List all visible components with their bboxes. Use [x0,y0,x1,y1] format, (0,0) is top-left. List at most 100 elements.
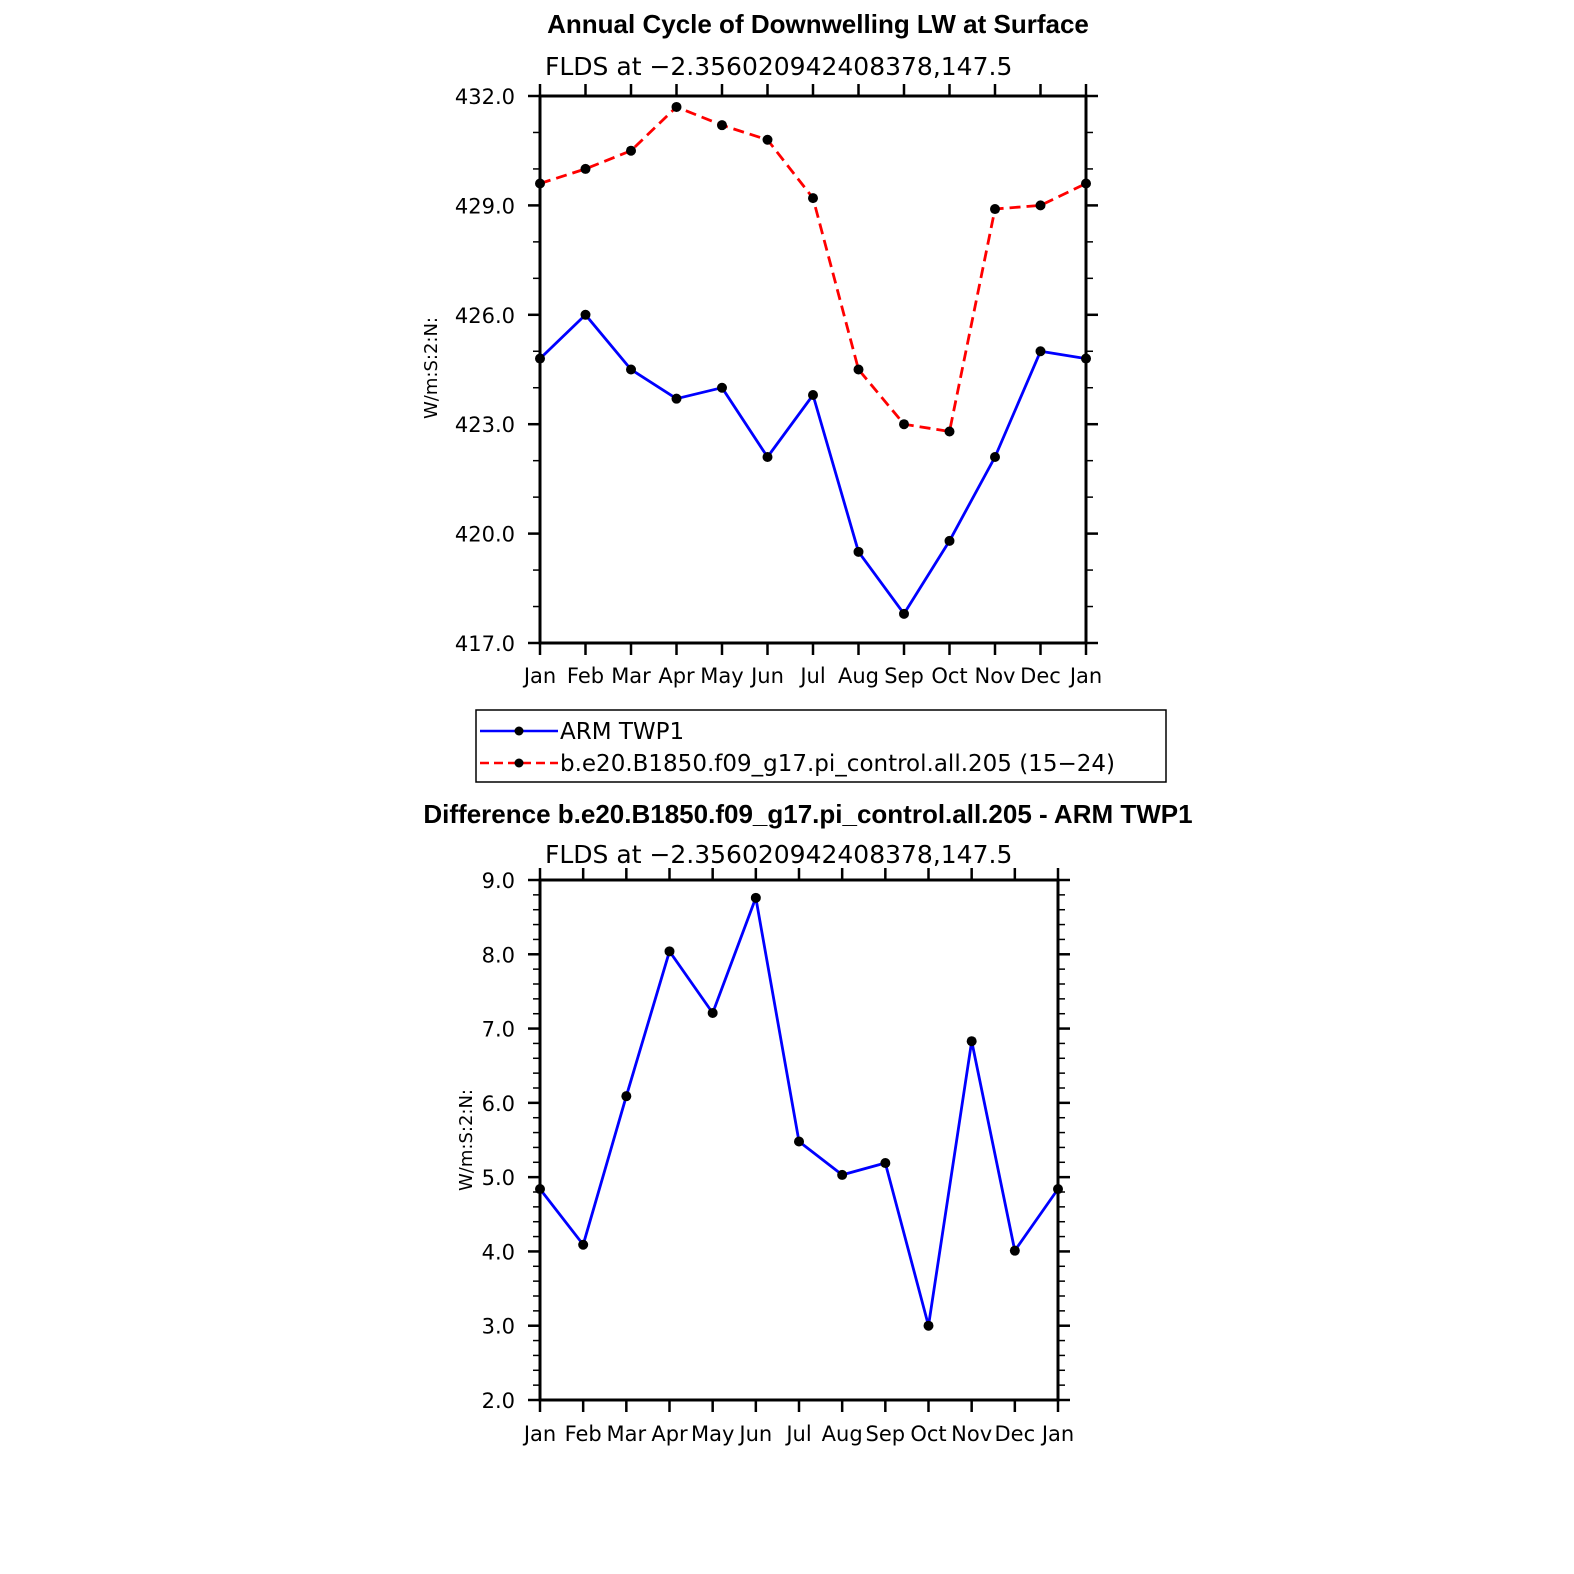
data-point [923,1320,934,1331]
annual-cycle-panel: Annual Cycle of Downwelling LW at Surfac… [421,9,1102,688]
data-point [1081,353,1091,364]
data-point [808,390,818,401]
x-tick-label: May [700,664,743,688]
data-point [1035,200,1046,211]
data-point [664,946,675,957]
data-point [990,204,1000,215]
y-tick-label: 426.0 [455,304,515,328]
data-point [580,309,591,320]
chart-subtitle: FLDS at −2.356020942408378,147.5 [545,52,1012,81]
y-tick-label: 2.0 [482,1389,515,1413]
data-point [717,120,727,131]
x-tick-label: Sep [884,664,924,688]
chart-title: Annual Cycle of Downwelling LW at Surfac… [547,9,1089,39]
x-tick-label: Mar [607,1422,647,1446]
legend-label-model: b.e20.B1850.f09_g17.pi_control.all.205 (… [560,751,1115,777]
x-tick-label: Jan [522,664,556,688]
x-tick-label: Sep [866,1422,906,1446]
data-point [966,1036,977,1047]
data-point [853,546,864,557]
x-tick-label: Jun [749,664,784,688]
series-line-1 [539,105,1087,433]
data-point [808,193,818,204]
data-point [535,1184,545,1195]
axes: Jan Feb Mar Apr May Jun Jul Aug Sep Oct Nov Dec Jan2… [482,868,1074,1446]
data-point [535,178,545,189]
data-point [853,364,864,375]
axes: Jan Feb Mar Apr May Jun Jul Aug Sep Oct Nov Dec Jan 4… [455,84,1102,688]
data-point [580,163,591,174]
y-axis-label: W/m:S:2:N: [456,1089,477,1191]
y-tick-label: 429.0 [455,194,515,218]
legend-item-model: b.e20.B1850.f09_g17.pi_control.all.205 (… [480,751,1115,777]
x-tick-label: Aug [822,1422,863,1446]
series-points [535,101,1091,619]
data-point [671,101,682,112]
y-tick-label: 7.0 [482,1018,515,1042]
x-tick-label: Jan [1040,1422,1074,1446]
x-tick-label: Dec [1020,664,1061,688]
difference-panel: Difference b.e20.B1850.f09_g17.pi_contro… [423,799,1192,1446]
data-point [671,393,682,404]
series-lines [539,105,1087,616]
legend-swatch-marker [514,758,524,768]
series-line-0 [539,313,1087,616]
x-tick-label: May [691,1422,734,1446]
legend-swatch-marker [514,726,524,736]
data-point [899,608,909,619]
x-tick-label: Dec [995,1422,1036,1446]
data-point [944,426,955,437]
y-tick-label: 6.0 [482,1092,515,1116]
y-tick-label: 4.0 [482,1240,515,1264]
data-point [837,1169,848,1180]
y-tick-label: 423.0 [455,413,515,437]
data-point [1053,1184,1063,1195]
series-points [535,892,1063,1331]
data-point [707,1007,718,1018]
x-tick-label: Feb [567,664,604,688]
y-tick-label: 3.0 [482,1315,515,1339]
y-tick-label: 5.0 [482,1166,515,1190]
x-tick-label: Jul [798,664,825,688]
data-point [762,452,773,463]
chart-title: Difference b.e20.B1850.f09_g17.pi_contro… [423,799,1192,829]
x-tick-label: Jun [737,1422,772,1446]
y-tick-label: 8.0 [482,943,515,967]
series-line-0 [538,896,1060,1328]
data-point [899,419,909,430]
data-point [990,452,1000,463]
y-tick-label: 420.0 [455,523,515,547]
legend-box [475,709,1167,783]
data-point [750,892,761,903]
data-point [717,382,727,393]
data-point [626,364,636,375]
x-tick-label: Mar [611,664,651,688]
plot-frame [538,94,1088,645]
data-point [621,1091,632,1102]
data-point [626,145,636,156]
data-point [1035,346,1046,357]
x-tick-label: Aug [838,664,879,688]
x-tick-label: Nov [975,664,1016,688]
data-point [944,535,955,546]
chart-subtitle: FLDS at −2.356020942408378,147.5 [545,840,1012,869]
data-point [535,353,545,364]
data-point [880,1158,891,1169]
x-tick-label: Jan [522,1422,556,1446]
x-tick-label: Feb [565,1422,602,1446]
series-lines [538,896,1060,1328]
data-point [1081,178,1091,189]
data-point [794,1136,804,1147]
legend-item-arm: ARM TWP1 [480,719,684,745]
legend: ARM TWP1 b.e20.B1850.f09_g17.pi_control.… [475,709,1167,783]
x-tick-label: Oct [931,664,967,688]
x-tick-label: Oct [910,1422,946,1446]
y-tick-label: 417.0 [455,632,515,656]
data-point [1009,1245,1020,1256]
legend-label-arm: ARM TWP1 [560,719,684,745]
x-tick-label: Jan [1068,664,1102,688]
x-tick-label: Nov [951,1422,992,1446]
data-point [578,1239,589,1250]
y-tick-label: 9.0 [482,869,515,893]
